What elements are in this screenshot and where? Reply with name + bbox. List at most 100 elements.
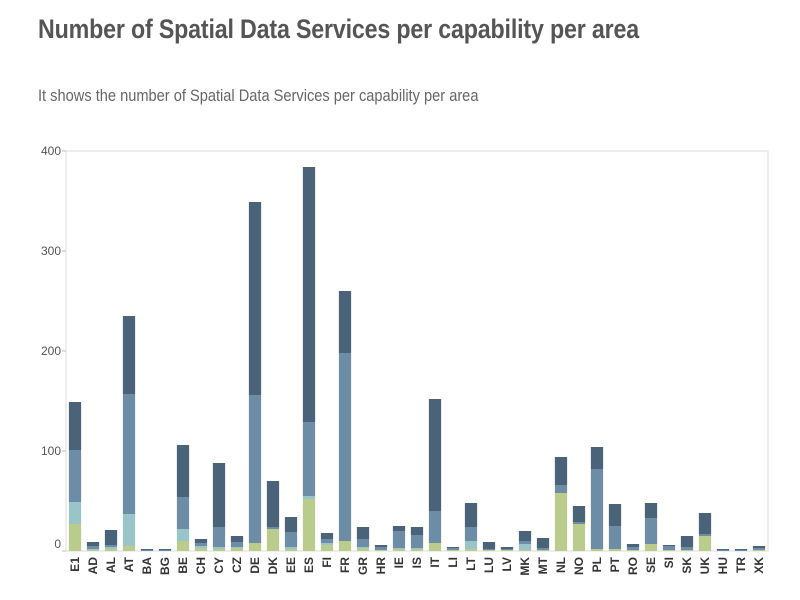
bar-segment-pl-1[interactable] [590, 549, 604, 551]
bar-segment-ad-2[interactable] [86, 549, 100, 550]
bar-segment-is-1[interactable] [410, 549, 424, 551]
bar-segment-fi-2[interactable] [320, 543, 334, 545]
bar-segment-fr-4[interactable] [338, 291, 352, 353]
bar-segment-de-3[interactable] [248, 395, 262, 543]
bar-segment-e1-4[interactable] [68, 402, 82, 450]
bar-segment-fi-4[interactable] [320, 533, 334, 539]
bar-segment-xk-4[interactable] [752, 546, 766, 548]
bar-segment-ee-3[interactable] [284, 532, 298, 547]
bar-segment-tr-3[interactable] [734, 550, 748, 551]
bar-segment-li-3[interactable] [446, 548, 460, 550]
bar-segment-li-1[interactable] [446, 550, 460, 551]
bar-segment-it-3[interactable] [428, 511, 442, 543]
bar-segment-cy-3[interactable] [212, 527, 226, 547]
bar-segment-dk-3[interactable] [266, 527, 280, 529]
bar-segment-nl-4[interactable] [554, 457, 568, 485]
bar-segment-ch-3[interactable] [194, 543, 208, 546]
bar-segment-si-3[interactable] [662, 546, 676, 550]
bar-segment-fr-1[interactable] [338, 541, 352, 551]
bar-segment-fi-3[interactable] [320, 539, 334, 543]
bar-segment-lt-4[interactable] [464, 503, 478, 527]
bar-segment-sk-4[interactable] [680, 536, 694, 547]
bar-segment-at-1[interactable] [122, 546, 136, 551]
bar-segment-tr-4[interactable] [734, 549, 748, 550]
bar-segment-ro-3[interactable] [626, 547, 640, 550]
bar-segment-es-3[interactable] [302, 422, 316, 496]
bar-segment-ba-4[interactable] [140, 549, 154, 550]
bar-segment-cz-1[interactable] [230, 548, 244, 551]
bar-segment-hr-1[interactable] [374, 550, 388, 551]
bar-segment-cz-4[interactable] [230, 536, 244, 542]
bar-segment-at-3[interactable] [122, 394, 136, 514]
bar-segment-cy-2[interactable] [212, 547, 226, 549]
bar-segment-be-3[interactable] [176, 497, 190, 529]
bar-segment-es-4[interactable] [302, 167, 316, 422]
bar-segment-mt-4[interactable] [536, 538, 550, 548]
bar-segment-be-2[interactable] [176, 529, 190, 541]
bar-segment-al-1[interactable] [104, 549, 118, 551]
bar-segment-al-3[interactable] [104, 545, 118, 547]
bar-segment-sk-3[interactable] [680, 547, 694, 550]
bar-segment-it-4[interactable] [428, 399, 442, 511]
bar-segment-lu-1[interactable] [482, 550, 496, 551]
bar-segment-gr-2[interactable] [356, 547, 370, 548]
bar-segment-dk-4[interactable] [266, 481, 280, 527]
bar-segment-hr-3[interactable] [374, 547, 388, 550]
bar-segment-si-4[interactable] [662, 545, 676, 546]
bar-segment-uk-4[interactable] [698, 513, 712, 534]
bar-segment-cz-2[interactable] [230, 547, 244, 548]
bar-segment-mk-2[interactable] [518, 544, 532, 550]
bar-segment-ro-1[interactable] [626, 550, 640, 551]
bar-segment-hu-3[interactable] [716, 550, 730, 551]
bar-segment-e1-3[interactable] [68, 450, 82, 502]
bar-segment-is-3[interactable] [410, 535, 424, 548]
bar-segment-al-4[interactable] [104, 530, 118, 545]
bar-segment-ch-2[interactable] [194, 546, 208, 548]
bar-segment-li-4[interactable] [446, 547, 460, 548]
bar-segment-uk-3[interactable] [698, 534, 712, 536]
bar-segment-at-2[interactable] [122, 514, 136, 546]
bar-segment-ie-1[interactable] [392, 549, 406, 551]
bar-segment-pl-4[interactable] [590, 447, 604, 469]
bar-segment-gr-4[interactable] [356, 527, 370, 539]
bar-segment-ad-4[interactable] [86, 542, 100, 546]
bar-segment-mk-1[interactable] [518, 550, 532, 551]
bar-segment-hr-4[interactable] [374, 545, 388, 547]
bar-segment-ad-1[interactable] [86, 550, 100, 551]
bar-segment-cy-1[interactable] [212, 549, 226, 551]
bar-segment-ie-2[interactable] [392, 548, 406, 549]
bar-segment-nl-3[interactable] [554, 485, 568, 493]
bar-segment-se-4[interactable] [644, 503, 658, 518]
bar-segment-mk-4[interactable] [518, 531, 532, 541]
bar-segment-ee-4[interactable] [284, 517, 298, 532]
bar-segment-ie-3[interactable] [392, 531, 406, 548]
bar-segment-it-1[interactable] [428, 543, 442, 551]
bar-segment-pl-3[interactable] [590, 469, 604, 549]
bar-segment-ba-3[interactable] [140, 550, 154, 551]
bar-segment-be-1[interactable] [176, 541, 190, 551]
bar-segment-lv-4[interactable] [500, 547, 514, 549]
bar-segment-be-4[interactable] [176, 445, 190, 497]
bar-segment-se-1[interactable] [644, 544, 658, 551]
bar-segment-no-4[interactable] [572, 506, 586, 522]
bar-segment-pt-1[interactable] [608, 549, 622, 551]
bar-segment-is-4[interactable] [410, 527, 424, 535]
bar-segment-cz-3[interactable] [230, 542, 244, 547]
bar-segment-lt-2[interactable] [464, 541, 478, 549]
bar-segment-ee-2[interactable] [284, 547, 298, 549]
bar-segment-de-4[interactable] [248, 202, 262, 395]
bar-segment-lt-1[interactable] [464, 549, 478, 551]
bar-segment-ch-1[interactable] [194, 548, 208, 551]
bar-segment-ad-3[interactable] [86, 546, 100, 549]
bar-segment-ro-4[interactable] [626, 544, 640, 547]
bar-segment-pt-3[interactable] [608, 526, 622, 549]
bar-segment-lu-4[interactable] [482, 542, 496, 549]
bar-segment-at-4[interactable] [122, 316, 136, 394]
bar-segment-pt-4[interactable] [608, 504, 622, 526]
bar-segment-mk-3[interactable] [518, 541, 532, 544]
bar-segment-si-1[interactable] [662, 550, 676, 551]
bar-segment-ee-1[interactable] [284, 549, 298, 551]
bar-segment-cy-4[interactable] [212, 463, 226, 527]
bar-segment-lv-3[interactable] [500, 549, 514, 550]
bar-segment-de-1[interactable] [248, 543, 262, 551]
